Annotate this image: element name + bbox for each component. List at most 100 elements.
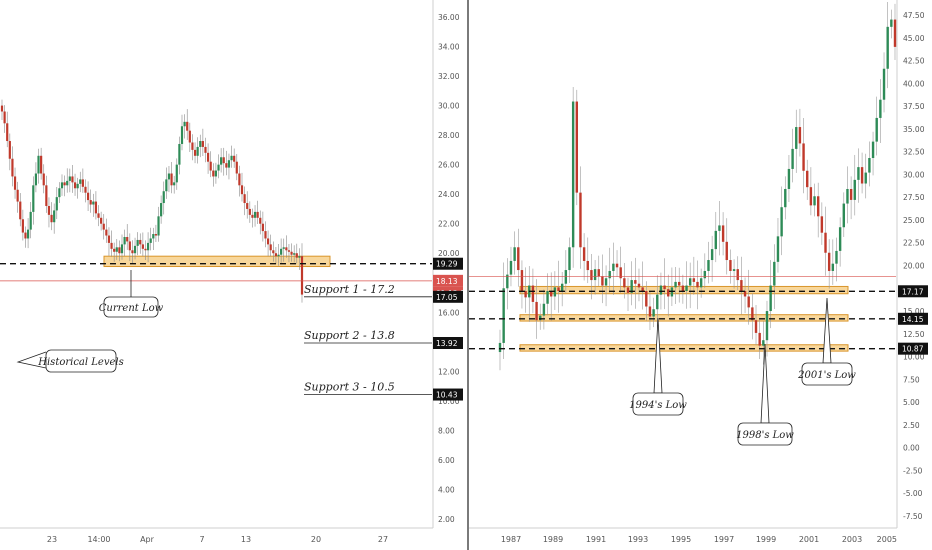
candle-body bbox=[685, 285, 688, 292]
time-tick-label: 7 bbox=[199, 535, 204, 544]
price-tick-label: 32.00 bbox=[438, 72, 460, 81]
low-1994-label: 1994's Low bbox=[629, 400, 687, 411]
candle-body bbox=[92, 201, 95, 205]
candle-body bbox=[795, 127, 798, 149]
price-tick-label: 2.00 bbox=[438, 515, 455, 524]
candle-body bbox=[550, 291, 553, 297]
price-tick-label: 34.00 bbox=[438, 43, 460, 52]
time-tick-label: 20 bbox=[311, 535, 321, 544]
candle-body bbox=[120, 244, 124, 254]
candle-body bbox=[721, 225, 725, 242]
time-tick-label: 1989 bbox=[543, 535, 563, 544]
candle-body bbox=[773, 261, 776, 286]
candle-body bbox=[882, 68, 886, 100]
candle-body bbox=[696, 281, 699, 288]
candle-body bbox=[133, 245, 137, 254]
candle-body bbox=[50, 214, 53, 223]
candle-body bbox=[89, 200, 92, 205]
left-annotations: Current Low Historical Levels bbox=[16, 270, 164, 373]
candle-body bbox=[780, 207, 783, 237]
price-tick-label: 22.00 bbox=[438, 220, 460, 229]
candle-body bbox=[6, 123, 9, 142]
candle-body bbox=[575, 101, 579, 193]
candle-body bbox=[517, 247, 520, 271]
candle-body bbox=[217, 164, 220, 171]
price-badge: 17.17 bbox=[902, 287, 924, 296]
price-badge-bg bbox=[433, 257, 463, 270]
candle-body bbox=[725, 241, 728, 261]
time-tick-label: Apr bbox=[140, 535, 155, 544]
price-tick-label: 4.00 bbox=[438, 485, 455, 494]
candle-body bbox=[740, 280, 743, 292]
left-level-lines: Support 1 - 17.2 Support 2 - 13.8 Support … bbox=[0, 263, 432, 395]
candle-body bbox=[535, 301, 538, 321]
candle-body bbox=[776, 236, 780, 262]
candle-body bbox=[699, 278, 703, 288]
candle-body bbox=[864, 172, 867, 184]
candle-body bbox=[692, 278, 696, 282]
candle-body bbox=[29, 211, 32, 230]
candle-body bbox=[718, 225, 721, 231]
price-tick-label: 37.50 bbox=[903, 102, 925, 111]
candle-body bbox=[509, 260, 513, 275]
candle-body bbox=[846, 188, 849, 204]
price-badge-bg bbox=[433, 388, 463, 401]
candle-body bbox=[597, 269, 600, 277]
candle-body bbox=[820, 216, 824, 233]
candle-body bbox=[842, 203, 845, 228]
candle-body bbox=[84, 186, 87, 193]
candle-body bbox=[8, 141, 11, 159]
candle-body bbox=[37, 155, 40, 174]
support-label-1: Support 1 - 17.2 bbox=[304, 283, 395, 296]
candle-body bbox=[809, 187, 813, 206]
price-tick-label: 0.00 bbox=[903, 444, 920, 453]
candle-body bbox=[68, 176, 71, 181]
candle-body bbox=[191, 142, 194, 150]
candle-body bbox=[63, 182, 66, 186]
candle-body bbox=[612, 263, 615, 271]
price-badge-bg bbox=[898, 312, 928, 325]
candle-body bbox=[26, 229, 30, 239]
candle-body bbox=[238, 173, 241, 186]
support-zone-rect bbox=[519, 344, 849, 352]
candle-body bbox=[107, 235, 111, 243]
right-time-axis[interactable]: 1987 1989 1991 1993 1995 1997 1999 2001 2003 2005 bbox=[469, 527, 897, 544]
price-tick-label: 28.00 bbox=[438, 131, 460, 140]
candle-body bbox=[736, 269, 739, 281]
candle-body bbox=[857, 167, 860, 180]
candle-body bbox=[154, 234, 158, 236]
candle-body bbox=[248, 208, 251, 215]
candle-body bbox=[300, 256, 304, 295]
low-2001-label: 2001's Low bbox=[797, 370, 856, 381]
left-candles bbox=[0, 99, 304, 303]
candle-body bbox=[3, 111, 6, 124]
price-tick-label: 2.50 bbox=[903, 421, 920, 430]
candle-body bbox=[227, 160, 231, 168]
candle-body bbox=[206, 152, 210, 162]
candle-body bbox=[678, 281, 681, 286]
time-tick-label: 23 bbox=[47, 535, 57, 544]
candle-body bbox=[214, 170, 218, 177]
candle-body bbox=[557, 287, 560, 292]
candle-body bbox=[86, 192, 90, 201]
candle-body bbox=[261, 223, 264, 232]
candle-body bbox=[282, 247, 285, 249]
right-price-axis[interactable]: 47.50 45.00 42.50 40.00 37.50 35.00 32.50 30.00… bbox=[896, 0, 928, 528]
candle-body bbox=[246, 203, 249, 209]
price-tick-label: 35.00 bbox=[903, 125, 925, 134]
candle-body bbox=[230, 155, 233, 161]
candle-body bbox=[32, 185, 35, 212]
candle-body bbox=[212, 170, 215, 177]
candle-body bbox=[875, 117, 878, 142]
price-tick-label: 25.00 bbox=[903, 216, 925, 225]
candle-body bbox=[506, 274, 509, 289]
candle-body bbox=[582, 247, 586, 261]
candle-body bbox=[102, 223, 105, 230]
left-time-axis[interactable]: 23 14:00 Apr 7 13 20 27 bbox=[0, 527, 433, 544]
left-price-axis[interactable]: 36.00 34.00 32.00 30.00 28.00 26.00 24.00 22.00… bbox=[432, 0, 470, 528]
candle-body bbox=[531, 285, 535, 302]
candle-body bbox=[274, 253, 278, 257]
callout-box bbox=[45, 349, 117, 373]
time-tick-label: 1995 bbox=[671, 535, 691, 544]
price-tick-label: 20.00 bbox=[903, 262, 925, 271]
